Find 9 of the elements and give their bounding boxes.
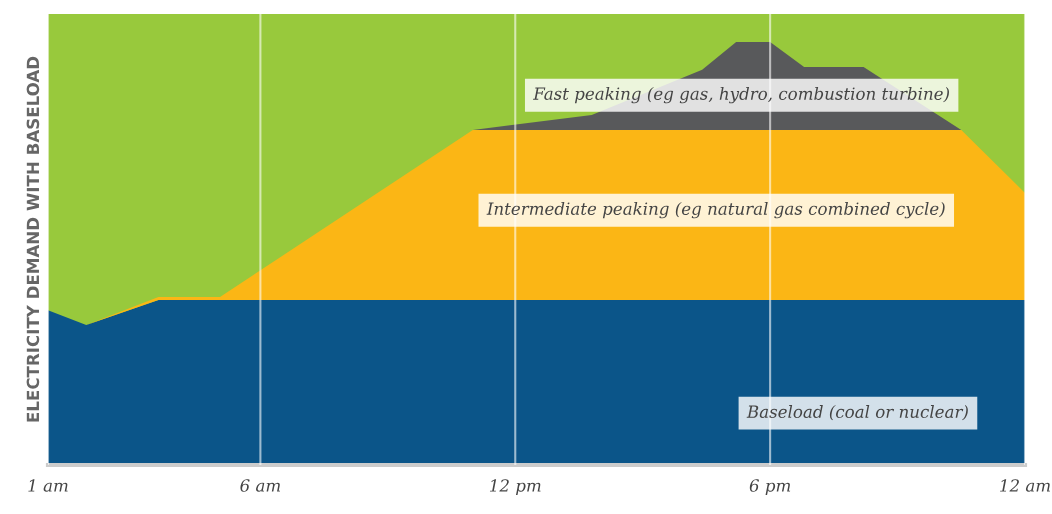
x-tick-label: 6 am: [240, 479, 281, 492]
y-axis-title: ELECTRICITY DEMAND WITH BASELOAD: [26, 56, 40, 422]
series-label: Intermediate peaking (eg natural gas combined cycle): [486, 202, 945, 219]
x-tick-label: 12 pm: [489, 479, 541, 496]
series-label: Fast peaking (eg gas, hydro, combustion turbine): [533, 87, 949, 104]
x-tick-label: 6 pm: [749, 479, 791, 496]
series-label: Baseload (coal or nuclear): [746, 405, 968, 421]
x-tick-label: 12 am: [1000, 479, 1050, 492]
x-tick-label: 1 am: [28, 479, 68, 492]
